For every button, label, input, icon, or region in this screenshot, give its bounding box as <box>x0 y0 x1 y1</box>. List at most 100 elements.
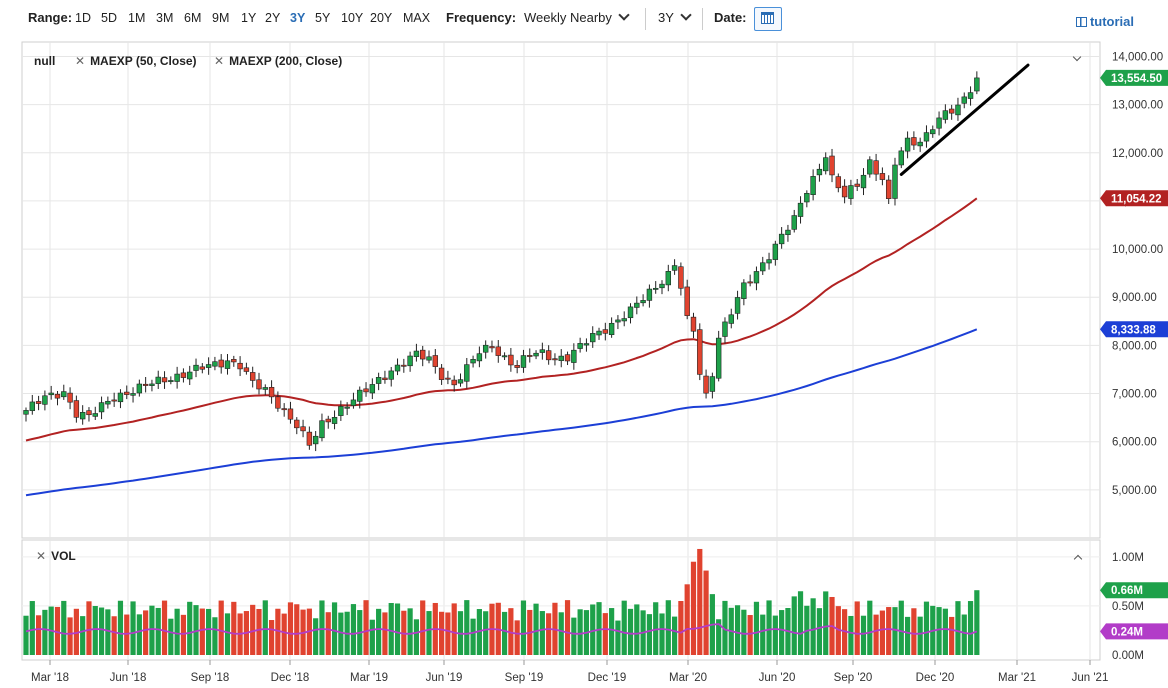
candle-body <box>564 354 571 362</box>
candle-body <box>942 110 949 120</box>
period-select[interactable]: 3Y <box>658 9 692 25</box>
volume-bar <box>250 604 256 655</box>
collapse-chevron-icon[interactable] <box>1072 52 1082 66</box>
candle <box>155 370 161 389</box>
volume-bar <box>564 600 571 655</box>
volume-bar <box>86 601 92 655</box>
candle <box>955 97 961 121</box>
candle-body <box>476 353 483 362</box>
candle <box>262 384 268 396</box>
y-tick-label: 8,000.00 <box>1112 340 1157 352</box>
volume-bar <box>224 613 231 655</box>
volume-bar <box>331 602 338 655</box>
candle <box>879 167 886 186</box>
last-price-badge-shape <box>1100 69 1168 86</box>
x-tick-label: Mar '19 <box>350 672 388 684</box>
candle-body <box>621 318 627 322</box>
close-icon[interactable]: ✕ <box>75 54 86 68</box>
candle-body <box>42 395 48 405</box>
candle <box>199 363 206 374</box>
candle-body <box>917 141 923 147</box>
avg-volume-badge: 0.24M <box>1100 623 1168 640</box>
tutorial-link[interactable]: tutorial <box>1075 14 1134 29</box>
candle <box>911 131 917 150</box>
volume-bar <box>879 610 885 655</box>
candle <box>92 406 98 420</box>
candle-body <box>344 406 350 409</box>
candle <box>602 322 609 341</box>
candle-body <box>797 202 804 217</box>
volume-bar <box>848 615 854 655</box>
candle-body <box>741 282 747 299</box>
volume-bar <box>168 618 174 655</box>
range-button-10y[interactable]: 10Y <box>341 11 364 25</box>
range-button-5d[interactable]: 5D <box>101 11 117 25</box>
volume-bar <box>464 600 470 655</box>
candle <box>967 86 974 106</box>
candle <box>48 385 54 400</box>
candle <box>590 326 596 348</box>
candle <box>646 284 653 308</box>
candle <box>860 168 867 196</box>
y-tick-label: 9,000.00 <box>1112 292 1157 304</box>
volume-legend[interactable]: ✕ VOL <box>36 549 76 563</box>
volume-bar <box>363 600 369 655</box>
candle-body <box>445 377 451 380</box>
x-tick-label: Dec '20 <box>916 672 955 684</box>
candle <box>275 391 281 412</box>
range-button-6m[interactable]: 6M <box>184 11 202 25</box>
candle-body <box>451 379 457 386</box>
candle-body <box>54 393 61 399</box>
candle <box>508 347 514 372</box>
candle-body <box>892 164 898 199</box>
candle <box>331 410 338 430</box>
volume-bar <box>797 591 804 655</box>
candle-body <box>426 356 432 361</box>
range-button-5y[interactable]: 5Y <box>315 11 331 25</box>
volume-bar <box>319 600 325 655</box>
candle-body <box>854 183 860 187</box>
candle <box>898 147 904 169</box>
legend-item-ma50[interactable]: ✕ MAEXP (50, Close) <box>75 54 197 68</box>
candle-body <box>885 179 892 199</box>
range-button-3m[interactable]: 3M <box>156 11 174 25</box>
candle <box>438 364 445 385</box>
volume-bar <box>697 548 703 655</box>
volume-bar <box>136 614 142 655</box>
candle-body <box>111 399 117 402</box>
range-button-1y[interactable]: 1Y <box>241 11 257 25</box>
candle-body <box>124 391 130 395</box>
candle-body <box>79 412 86 420</box>
candle <box>420 345 426 367</box>
range-button-9m[interactable]: 9M <box>212 11 230 25</box>
date-picker-button[interactable] <box>754 7 782 31</box>
frequency-select[interactable]: Weekly Nearby <box>524 9 630 25</box>
y-tick-label: 10,000.00 <box>1112 244 1163 256</box>
candle-body <box>715 337 722 379</box>
volume-bar <box>413 619 420 655</box>
range-button-20y[interactable]: 20Y <box>370 11 393 25</box>
candle-body <box>760 262 766 272</box>
candle-body <box>948 108 955 114</box>
volume-bar <box>80 616 86 655</box>
close-icon[interactable]: ✕ <box>36 549 47 563</box>
legend-item-ma200[interactable]: ✕ MAEXP (200, Close) <box>214 54 343 68</box>
volume-bar <box>760 614 766 655</box>
range-button-1m[interactable]: 1M <box>128 11 146 25</box>
range-button-2y[interactable]: 2Y <box>265 11 281 25</box>
candle-body <box>438 367 445 380</box>
candle <box>709 372 716 399</box>
volume-bar <box>621 600 627 655</box>
expand-chevron-icon[interactable] <box>1073 551 1083 565</box>
range-button-1d[interactable]: 1D <box>75 11 91 25</box>
candle-body <box>936 117 942 129</box>
candle-body <box>73 400 80 418</box>
candle-body <box>155 376 161 384</box>
candle <box>287 401 294 424</box>
candle-body <box>879 173 886 180</box>
volume-bar <box>281 613 287 655</box>
range-button-max[interactable]: MAX <box>403 11 431 25</box>
close-icon[interactable]: ✕ <box>214 54 225 68</box>
range-button-3y[interactable]: 3Y <box>290 11 306 25</box>
candle-body <box>218 359 224 368</box>
